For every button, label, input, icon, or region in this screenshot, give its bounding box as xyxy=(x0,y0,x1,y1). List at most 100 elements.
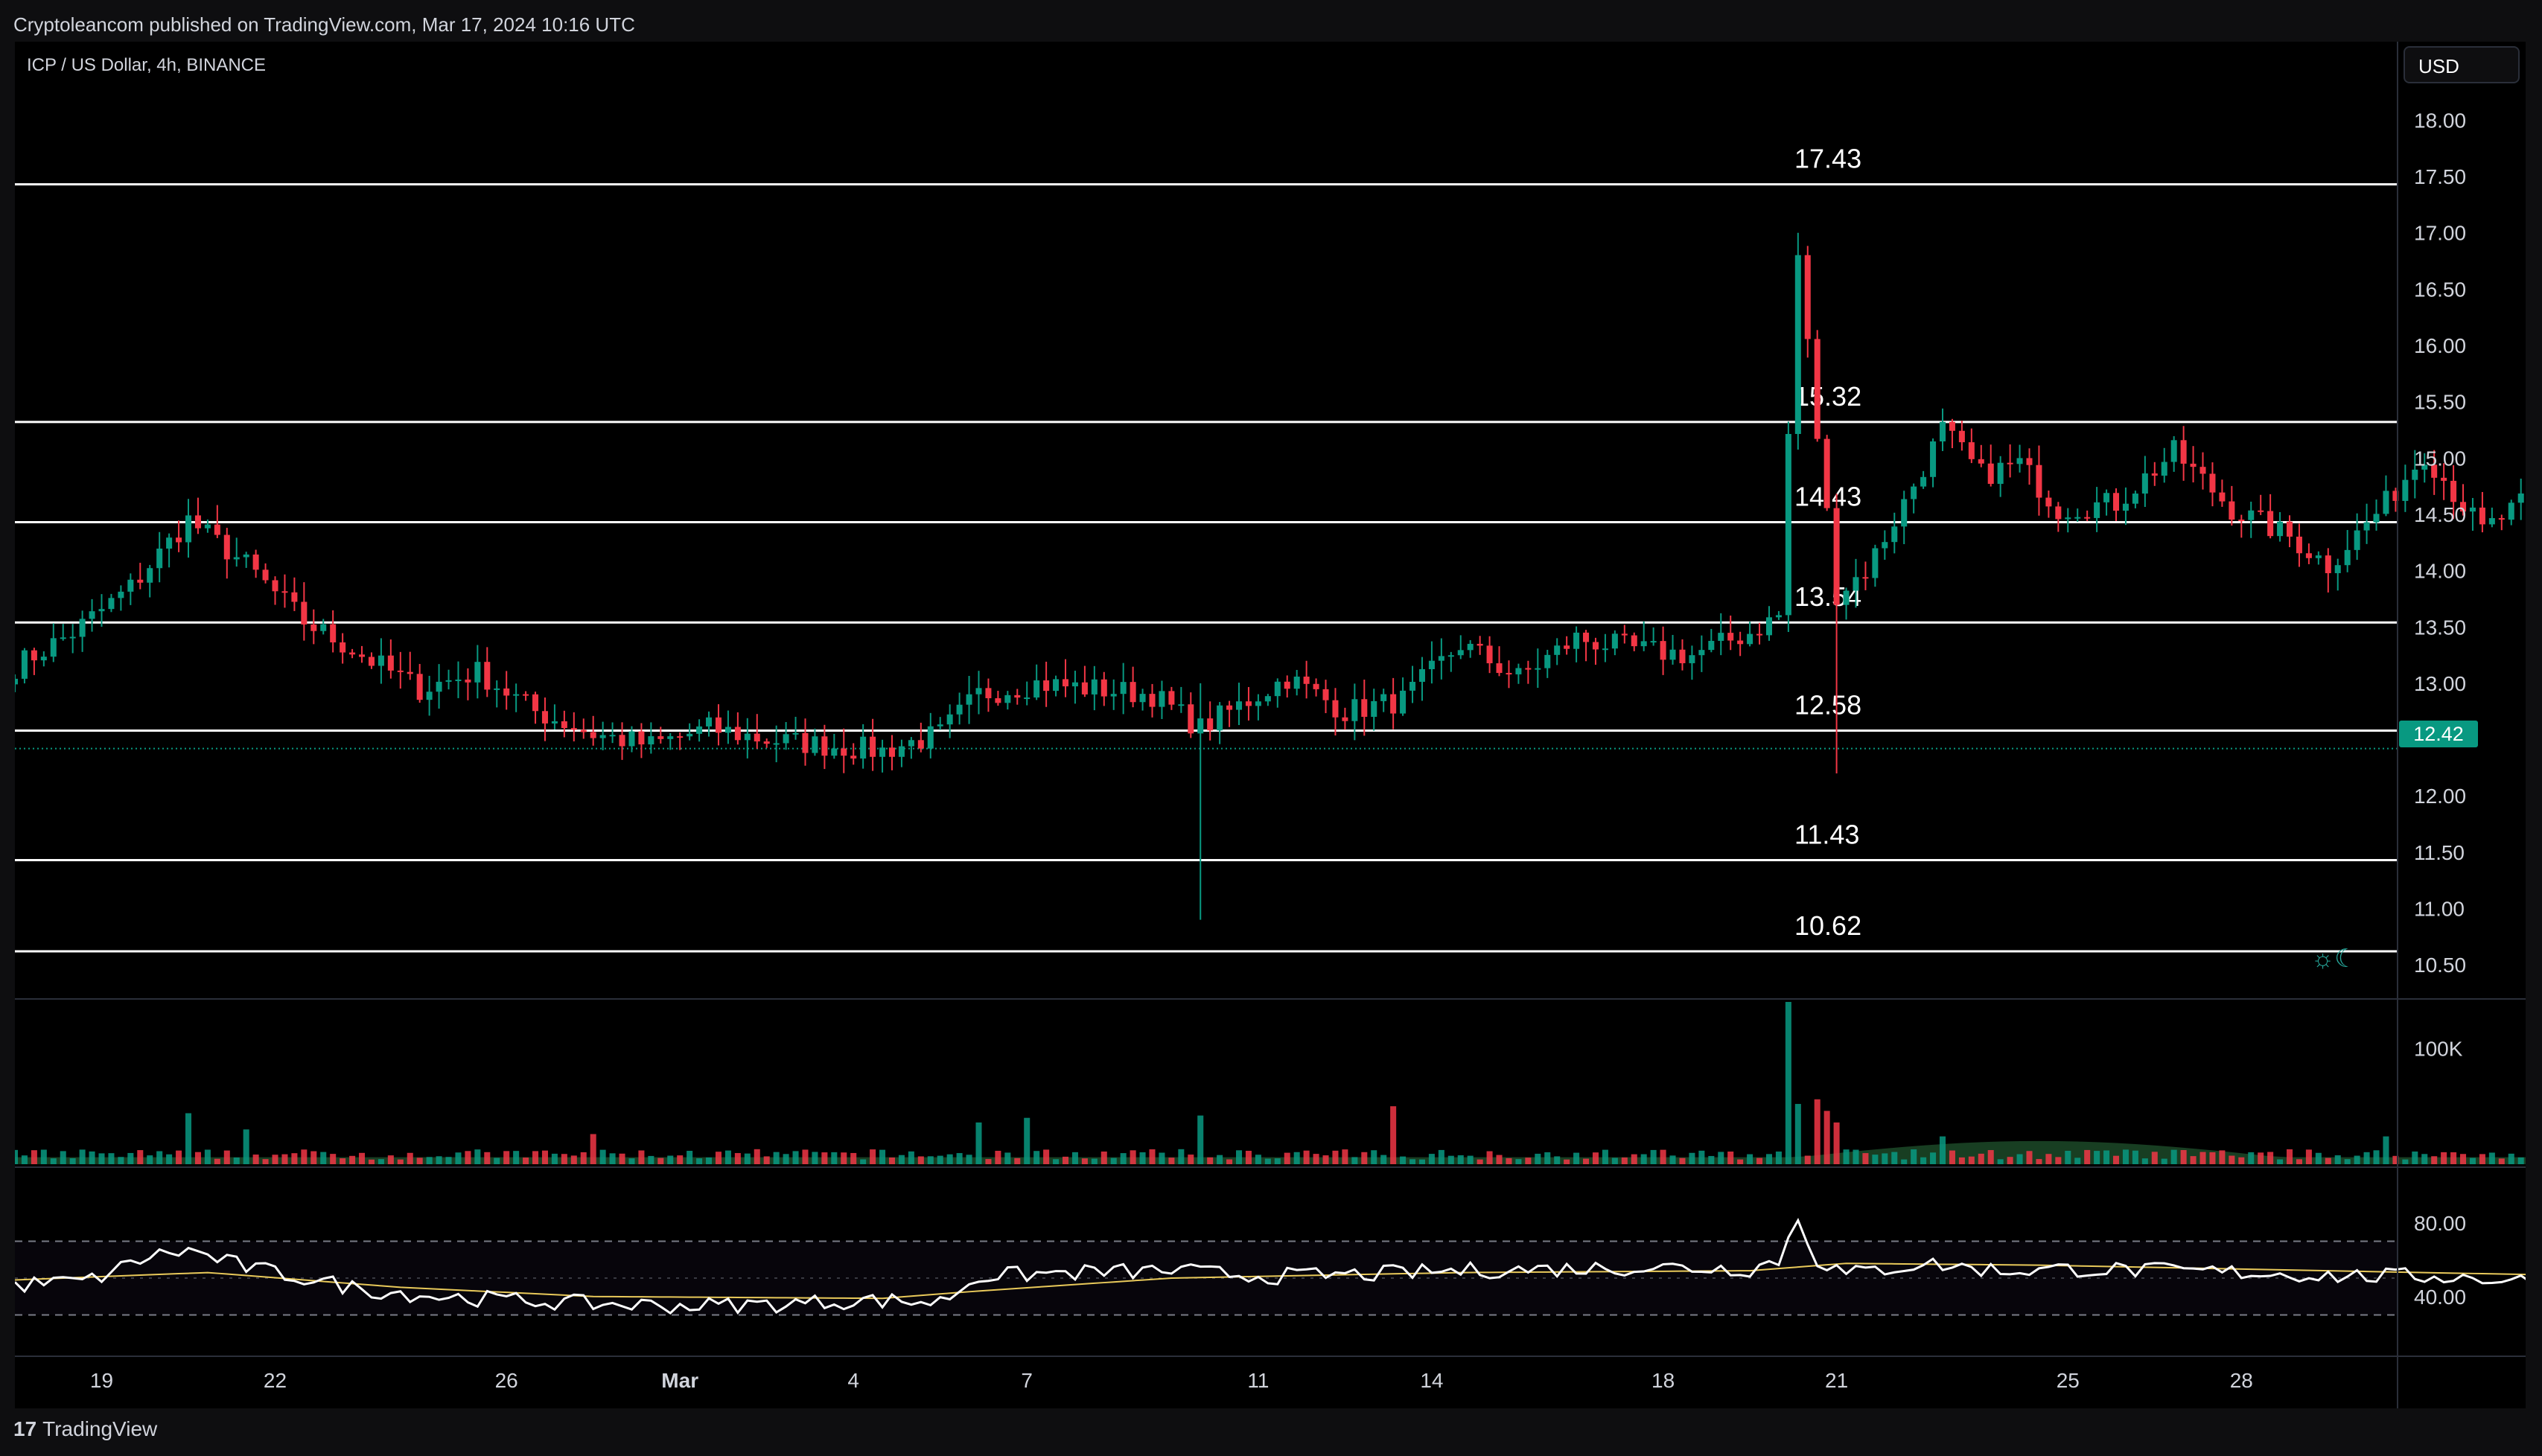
candle-body xyxy=(1804,255,1811,339)
candle-body xyxy=(2383,491,2389,514)
level-label: 17.43 xyxy=(1794,144,1861,174)
brand-text: TradingView xyxy=(42,1417,158,1440)
candle-body xyxy=(15,678,19,685)
price-axis-label: 15.50 xyxy=(2414,391,2466,414)
volume-bar xyxy=(619,1153,625,1164)
candle-body xyxy=(1091,679,1098,695)
volume-bar xyxy=(2325,1158,2331,1164)
candle-body xyxy=(1631,635,1637,647)
candle-body xyxy=(2469,507,2476,512)
volume-bar xyxy=(2517,1157,2524,1164)
volume-bar xyxy=(1332,1150,1339,1164)
volume-bar xyxy=(1756,1158,1763,1164)
candle-body xyxy=(2258,510,2264,512)
volume-bar xyxy=(98,1153,105,1164)
volume-bar xyxy=(1573,1152,1580,1164)
volume-bar xyxy=(1987,1150,1994,1164)
volume-bar xyxy=(108,1153,115,1164)
candle-body xyxy=(1139,694,1146,703)
volume-bar xyxy=(1014,1158,1021,1164)
candle-body xyxy=(330,624,337,642)
candle-body xyxy=(281,591,288,593)
candle-body xyxy=(465,679,471,683)
candle-body xyxy=(2421,464,2428,470)
volume-bar xyxy=(2016,1154,2023,1164)
candle-body xyxy=(445,680,452,682)
volume-bar xyxy=(301,1149,308,1164)
volume-bar xyxy=(359,1152,366,1164)
volume-bar xyxy=(185,1113,192,1164)
candle-body xyxy=(2296,536,2302,554)
candle-body xyxy=(2045,497,2052,507)
candle-body xyxy=(262,569,269,581)
candle-body xyxy=(561,721,567,729)
volume-bar xyxy=(1024,1117,1031,1164)
candle-body xyxy=(975,688,982,695)
volume-bar xyxy=(1255,1155,1261,1164)
candle-body xyxy=(108,598,115,610)
volume-bar xyxy=(1100,1151,1107,1164)
candle-body xyxy=(1794,255,1801,434)
rsi-axis-label: 40.00 xyxy=(2414,1286,2466,1309)
volume-bar xyxy=(783,1154,789,1164)
volume-bar xyxy=(754,1149,760,1164)
candle-body xyxy=(31,650,37,661)
candle-body xyxy=(541,711,548,724)
candle-body xyxy=(1236,701,1243,710)
candle-body xyxy=(2460,502,2467,512)
candle-body xyxy=(917,740,924,749)
volume-bar xyxy=(118,1157,124,1164)
time-axis-label: 26 xyxy=(495,1369,518,1392)
candle-body xyxy=(706,717,713,727)
volume-bar xyxy=(1477,1159,1483,1164)
candle-body xyxy=(1014,695,1021,698)
candle-body xyxy=(1004,695,1011,703)
volume-bar xyxy=(860,1159,867,1164)
volume-bar xyxy=(2334,1155,2341,1164)
candle-body xyxy=(2402,479,2409,501)
volume-bar xyxy=(2094,1151,2100,1164)
volume-bar xyxy=(1139,1152,1146,1164)
currency-button[interactable]: USD xyxy=(2404,46,2520,83)
volume-bar xyxy=(927,1156,934,1164)
candle-body xyxy=(1737,640,1744,645)
volume-bar xyxy=(2007,1157,2013,1164)
volume-bar xyxy=(667,1155,674,1164)
candle-body xyxy=(687,733,693,737)
volume-bar xyxy=(262,1159,269,1164)
candlestick-series xyxy=(15,232,2524,920)
candle-body xyxy=(436,681,442,692)
volume-bar xyxy=(1447,1155,1454,1164)
volume-bar xyxy=(2441,1152,2447,1164)
volume-bar xyxy=(2065,1150,2071,1164)
volume-bar xyxy=(1814,1099,1821,1164)
tradingview-brand[interactable]: 17 TradingView xyxy=(13,1417,157,1441)
volume-bar xyxy=(2209,1152,2216,1164)
chart-legend[interactable]: ICP / US Dollar, 4h, BINANCE xyxy=(27,55,266,75)
volume-bar xyxy=(1891,1152,1898,1164)
volume-bar xyxy=(2122,1149,2129,1164)
candle-body xyxy=(551,721,558,724)
volume-bar xyxy=(176,1150,182,1164)
volume-bar xyxy=(1438,1149,1444,1164)
candle-body xyxy=(802,732,809,753)
volume-bar xyxy=(1669,1155,1676,1164)
volume-bar xyxy=(147,1155,153,1164)
volume-bar xyxy=(2219,1150,2226,1164)
candle-body xyxy=(387,655,394,671)
candle-body xyxy=(831,748,838,756)
volume-bar xyxy=(378,1159,384,1164)
candle-body xyxy=(1949,421,1955,431)
volume-bar xyxy=(2238,1157,2245,1164)
sun-moon-icon[interactable]: ☼☾ xyxy=(2311,945,2357,973)
volume-bar xyxy=(1159,1152,1165,1164)
volume-bar xyxy=(194,1152,201,1164)
volume-bar xyxy=(2488,1152,2495,1164)
candle-body xyxy=(89,611,95,619)
candle-body xyxy=(1293,676,1300,689)
volume-bar xyxy=(1418,1159,1425,1164)
candle-body xyxy=(763,741,770,744)
volume-bar xyxy=(657,1158,664,1164)
